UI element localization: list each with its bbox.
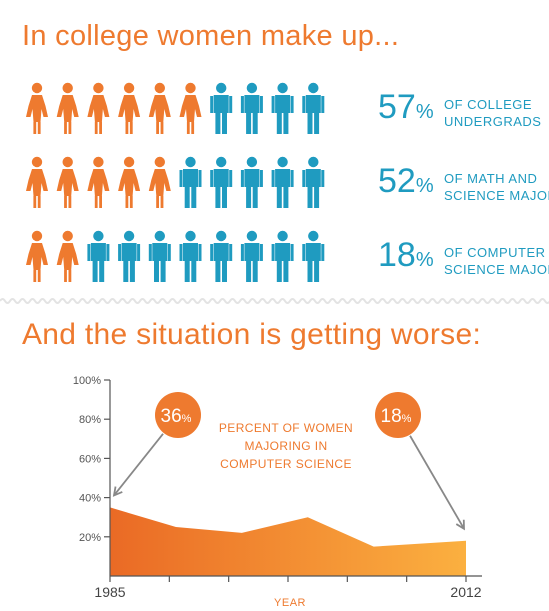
male-figure-icon bbox=[210, 156, 233, 208]
figure-icons-computer-science bbox=[26, 230, 325, 282]
male-figure-icon bbox=[302, 156, 325, 208]
callout-arrow bbox=[113, 433, 164, 496]
callout-bubble bbox=[155, 392, 201, 438]
arrow-head-icon bbox=[112, 486, 123, 497]
female-figure-icon bbox=[87, 82, 110, 134]
stat-percent: 52% bbox=[378, 162, 434, 200]
wavy-divider bbox=[0, 298, 549, 304]
male-figure-icon bbox=[87, 230, 110, 282]
callout-value: 18% bbox=[381, 406, 412, 427]
female-figure-icon bbox=[179, 82, 202, 134]
male-figure-icon bbox=[271, 82, 294, 134]
stat-caption: OF COLLEGE UNDERGRADS bbox=[444, 97, 542, 129]
male-figure-icon bbox=[240, 156, 263, 208]
male-figure-icon bbox=[210, 82, 233, 134]
figure-icons-undergrads bbox=[26, 82, 325, 134]
female-figure-icon bbox=[118, 82, 141, 134]
y-tick-label: 100% bbox=[73, 375, 101, 387]
female-figure-icon bbox=[56, 82, 79, 134]
y-tick-label: 80% bbox=[79, 414, 101, 426]
section-title-worse: And the situation is getting worse: bbox=[22, 318, 482, 351]
male-figure-icon bbox=[118, 230, 141, 282]
chart-annotation: PERCENT OF WOMEN bbox=[219, 421, 353, 435]
female-figure-icon bbox=[26, 156, 48, 208]
male-figure-icon bbox=[240, 230, 263, 282]
x-tick-label: 1985 bbox=[94, 584, 125, 600]
female-figure-icon bbox=[56, 230, 79, 282]
stat-percent: 57% bbox=[378, 88, 434, 126]
x-axis-label: YEAR bbox=[274, 597, 306, 609]
female-figure-icon bbox=[26, 82, 48, 134]
callout-bubble bbox=[375, 392, 421, 438]
y-tick-label: 20% bbox=[79, 532, 101, 544]
female-figure-icon bbox=[56, 156, 79, 208]
female-figure-icon bbox=[26, 230, 48, 282]
female-figure-icon bbox=[87, 156, 110, 208]
female-figure-icon bbox=[148, 82, 171, 134]
male-figure-icon bbox=[302, 82, 325, 134]
female-figure-icon bbox=[148, 156, 171, 208]
y-tick-label: 60% bbox=[79, 453, 101, 465]
section-title-college: In college women make up... bbox=[22, 20, 400, 52]
male-figure-icon bbox=[240, 82, 263, 134]
male-figure-icon bbox=[148, 230, 171, 282]
callout-arrow bbox=[409, 435, 465, 530]
stat-percent: 18% bbox=[378, 236, 434, 274]
female-figure-icon bbox=[118, 156, 141, 208]
area-chart: 20% 40% 60% 80% 100% 1985 2012 YEAR PERCENT OF W… bbox=[73, 375, 482, 609]
male-figure-icon bbox=[179, 230, 202, 282]
male-figure-icon bbox=[271, 230, 294, 282]
arrow-head-icon bbox=[455, 519, 465, 531]
x-tick-label: 2012 bbox=[450, 584, 481, 600]
y-tick-label: 40% bbox=[79, 493, 101, 505]
male-figure-icon bbox=[271, 156, 294, 208]
chart-annotation: COMPUTER SCIENCE bbox=[220, 457, 352, 471]
area-series bbox=[110, 507, 466, 576]
figure-icons-math-science bbox=[26, 156, 325, 208]
callout-value: 36% bbox=[161, 406, 192, 427]
chart-annotation: MAJORING IN bbox=[244, 439, 327, 453]
male-figure-icon bbox=[210, 230, 233, 282]
male-figure-icon bbox=[179, 156, 202, 208]
male-figure-icon bbox=[302, 230, 325, 282]
